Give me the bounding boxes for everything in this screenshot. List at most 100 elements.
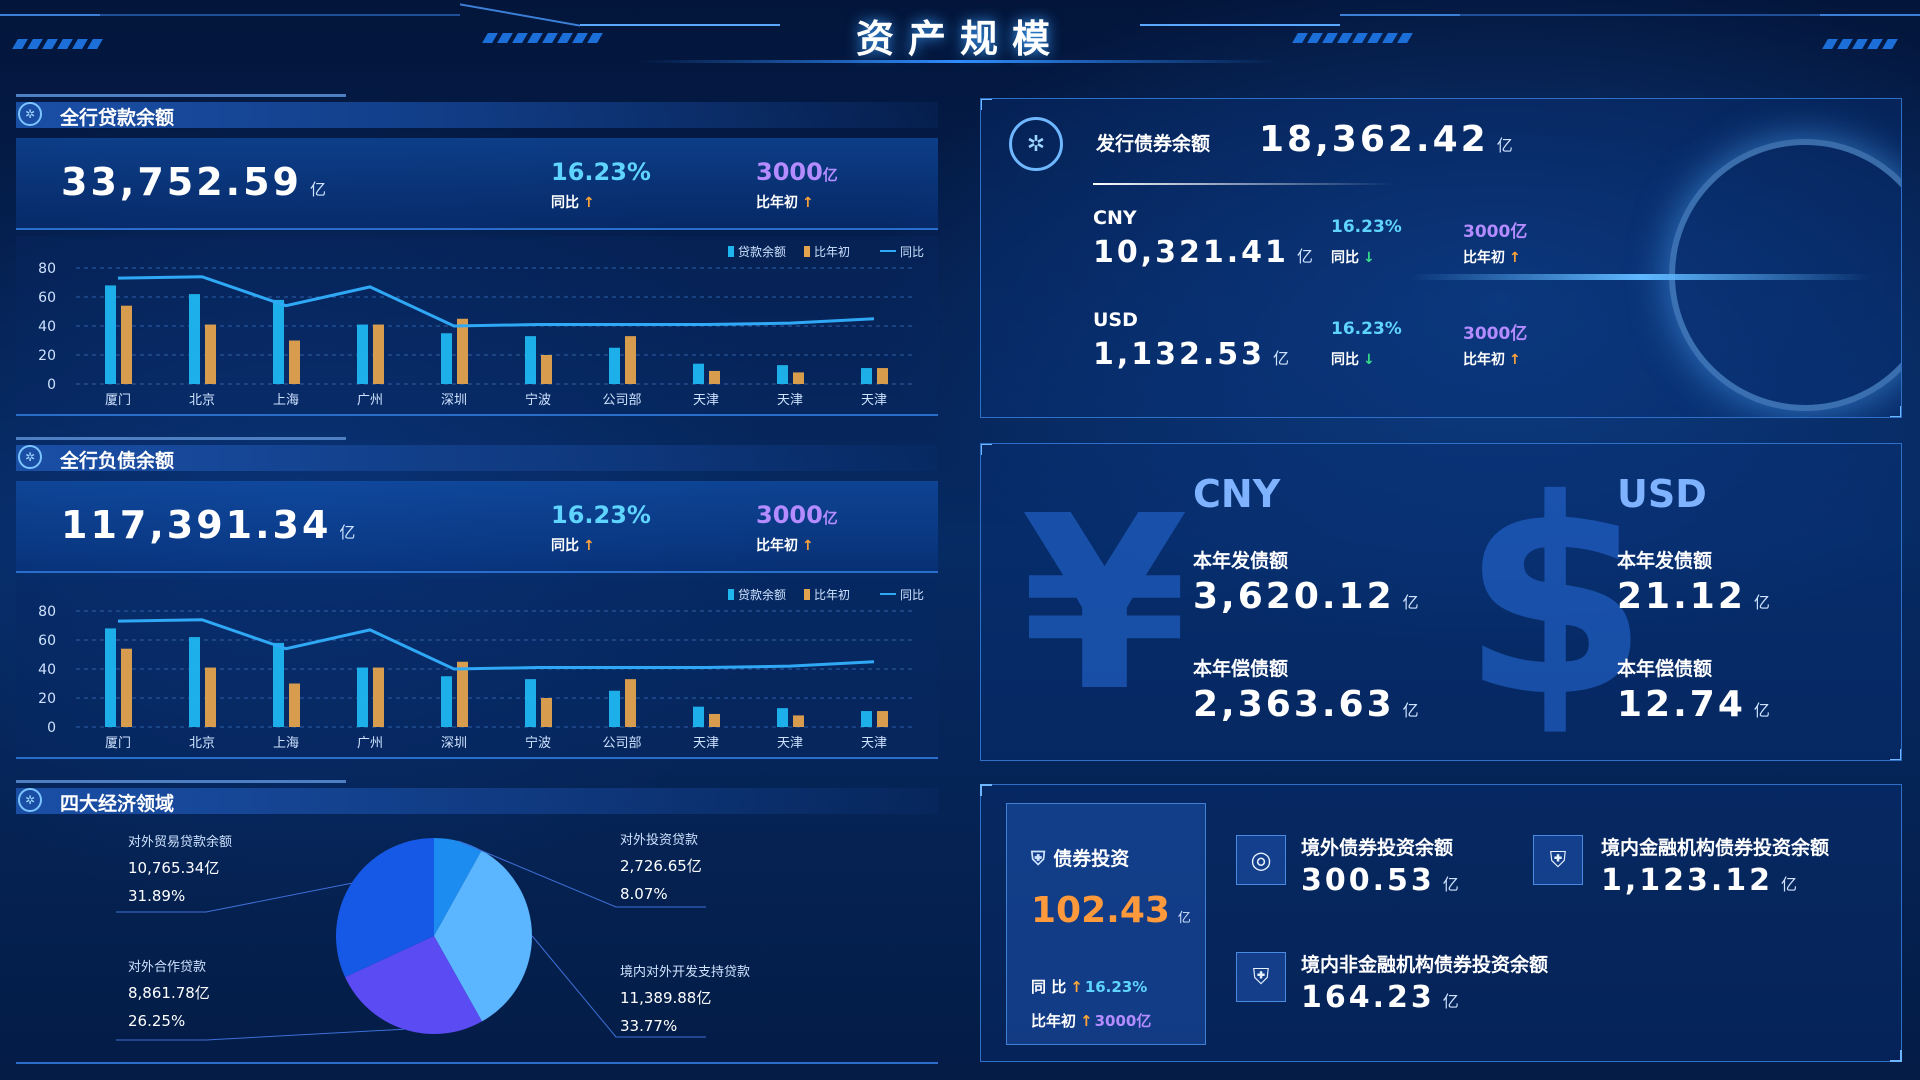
x-tick-label: 厦门	[105, 393, 131, 408]
bar	[793, 715, 804, 727]
bar	[189, 294, 200, 384]
bar	[877, 711, 888, 727]
bar	[777, 365, 788, 384]
arrow-down-icon: ↓	[1363, 352, 1375, 368]
usd-title: USD	[1617, 472, 1707, 516]
bar	[709, 370, 720, 384]
bar	[877, 368, 888, 384]
pie-slice	[434, 838, 482, 936]
section-header-liability: ✲ 全行负债余额	[16, 437, 938, 473]
bar	[609, 347, 620, 384]
pie-label-trade: 对外贸易贷款余额 10,765.34亿 31.89%	[128, 835, 233, 905]
bar	[357, 667, 368, 727]
x-tick-label: 深圳	[441, 393, 467, 408]
x-tick-label: 深圳	[441, 736, 467, 751]
legend-label: 比年初	[814, 245, 850, 259]
usd-unit: 亿	[1753, 701, 1773, 720]
bar	[793, 372, 804, 384]
pie-leader-line	[116, 882, 352, 913]
legend-label: 同比	[900, 588, 924, 602]
y-tick-label: 40	[38, 662, 56, 678]
bar	[625, 679, 636, 727]
cny-unit: 亿	[1402, 701, 1422, 720]
arrow-down-icon: ↓	[1363, 250, 1375, 266]
pie-chart	[116, 838, 706, 1041]
kpi-band-liability: 117,391.34 亿 16.23% 同比 ↑ 3000亿 比年初 ↑	[16, 481, 938, 573]
bar	[205, 667, 216, 727]
yen-shield-icon: ⛨	[1533, 835, 1583, 885]
kpi-unit: 亿	[339, 523, 359, 542]
kpi-value: 117,391.34	[61, 503, 332, 547]
divider	[1093, 183, 1393, 185]
legend-swatch	[728, 589, 734, 600]
bond-invest-value: 102.43	[1031, 890, 1170, 931]
usd-repay-value: 12.74	[1617, 684, 1746, 725]
cny-label: CNY	[1093, 207, 1137, 229]
bond-invest-title: 债券投资	[1053, 848, 1130, 870]
bar	[357, 324, 368, 384]
bond-invest-card: ⛨ 债券投资 102.43 亿 同 比 ↑ 16.23% 比年初 ↑ 3000亿	[1006, 803, 1206, 1045]
gear-icon: ✲	[18, 788, 42, 812]
x-tick-label: 天津	[861, 736, 887, 751]
ytd-label: 比年初	[1031, 1012, 1077, 1030]
bar	[205, 324, 216, 384]
bond-issue-title: 发行债券余额	[1096, 133, 1211, 155]
yoy-label: 同比	[551, 195, 579, 211]
pie-slice	[345, 936, 483, 1034]
domestic-nonfin-value: 164.23	[1301, 980, 1435, 1015]
header: 资产规模	[0, 0, 1920, 80]
series-line	[117, 275, 875, 328]
bar	[273, 642, 284, 727]
legend-label: 贷款余额	[738, 587, 786, 602]
usd-issue-label: 本年发债额	[1617, 550, 1713, 572]
arrow-up-icon: ↑	[802, 195, 814, 211]
yuan-icon: ¥	[1021, 464, 1188, 744]
bar	[105, 628, 116, 727]
ytd-label: 比年初	[756, 195, 798, 211]
bar	[525, 679, 536, 727]
bar	[777, 708, 788, 727]
cny-repay-value: 2,363.63	[1193, 684, 1395, 725]
arrow-up-icon: ↑	[1080, 1012, 1093, 1030]
cny-title: CNY	[1193, 472, 1281, 516]
bar	[289, 340, 300, 384]
bar	[373, 667, 384, 727]
section-header-economy: ✲ 四大经济领域	[16, 780, 938, 816]
bar	[373, 324, 384, 384]
kpi-value: 33,752.59	[61, 160, 302, 204]
bar	[121, 648, 132, 727]
x-tick-label: 天津	[693, 736, 719, 751]
section-title: 四大经济领域	[60, 793, 175, 815]
domestic-fin-label: 境内金融机构债券投资余额	[1601, 837, 1830, 859]
x-tick-label: 宁波	[525, 392, 551, 408]
cny-repay-label: 本年偿债额	[1193, 658, 1289, 680]
y-tick-label: 60	[38, 290, 56, 306]
ytd-label: 比年初	[756, 538, 798, 554]
bar	[105, 285, 116, 384]
usd-unit: 亿	[1753, 593, 1773, 612]
legend-swatch	[804, 246, 810, 257]
usd-unit: 亿	[1273, 349, 1293, 368]
usd-ytd: 3000亿	[1463, 324, 1528, 344]
gear-icon: ✲	[1009, 117, 1063, 171]
x-tick-label: 天津	[693, 393, 719, 408]
domestic-fin-value: 1,123.12	[1601, 863, 1774, 898]
yoy-pct: 16.23%	[551, 501, 651, 529]
x-tick-label: 公司部	[602, 736, 641, 751]
section-title: 全行负债余额	[60, 450, 175, 472]
yen-shield-icon: ⛨	[1236, 952, 1286, 1002]
gear-icon: ✲	[18, 102, 42, 126]
cny-yoy-label: 同比	[1331, 250, 1359, 266]
bar	[441, 333, 452, 384]
y-tick-label: 20	[38, 348, 56, 364]
bar	[457, 661, 468, 727]
bar	[273, 299, 284, 384]
section-header-loan: ✲ 全行贷款余额	[16, 94, 938, 130]
x-tick-label: 宁波	[525, 735, 551, 751]
x-tick-label: 厦门	[105, 736, 131, 751]
ytd-amount: 3000亿	[1094, 1012, 1152, 1030]
bar	[861, 368, 872, 384]
yoy-pct: 16.23%	[1084, 978, 1148, 996]
y-tick-label: 40	[38, 319, 56, 335]
ytd-unit: 亿	[822, 166, 838, 184]
